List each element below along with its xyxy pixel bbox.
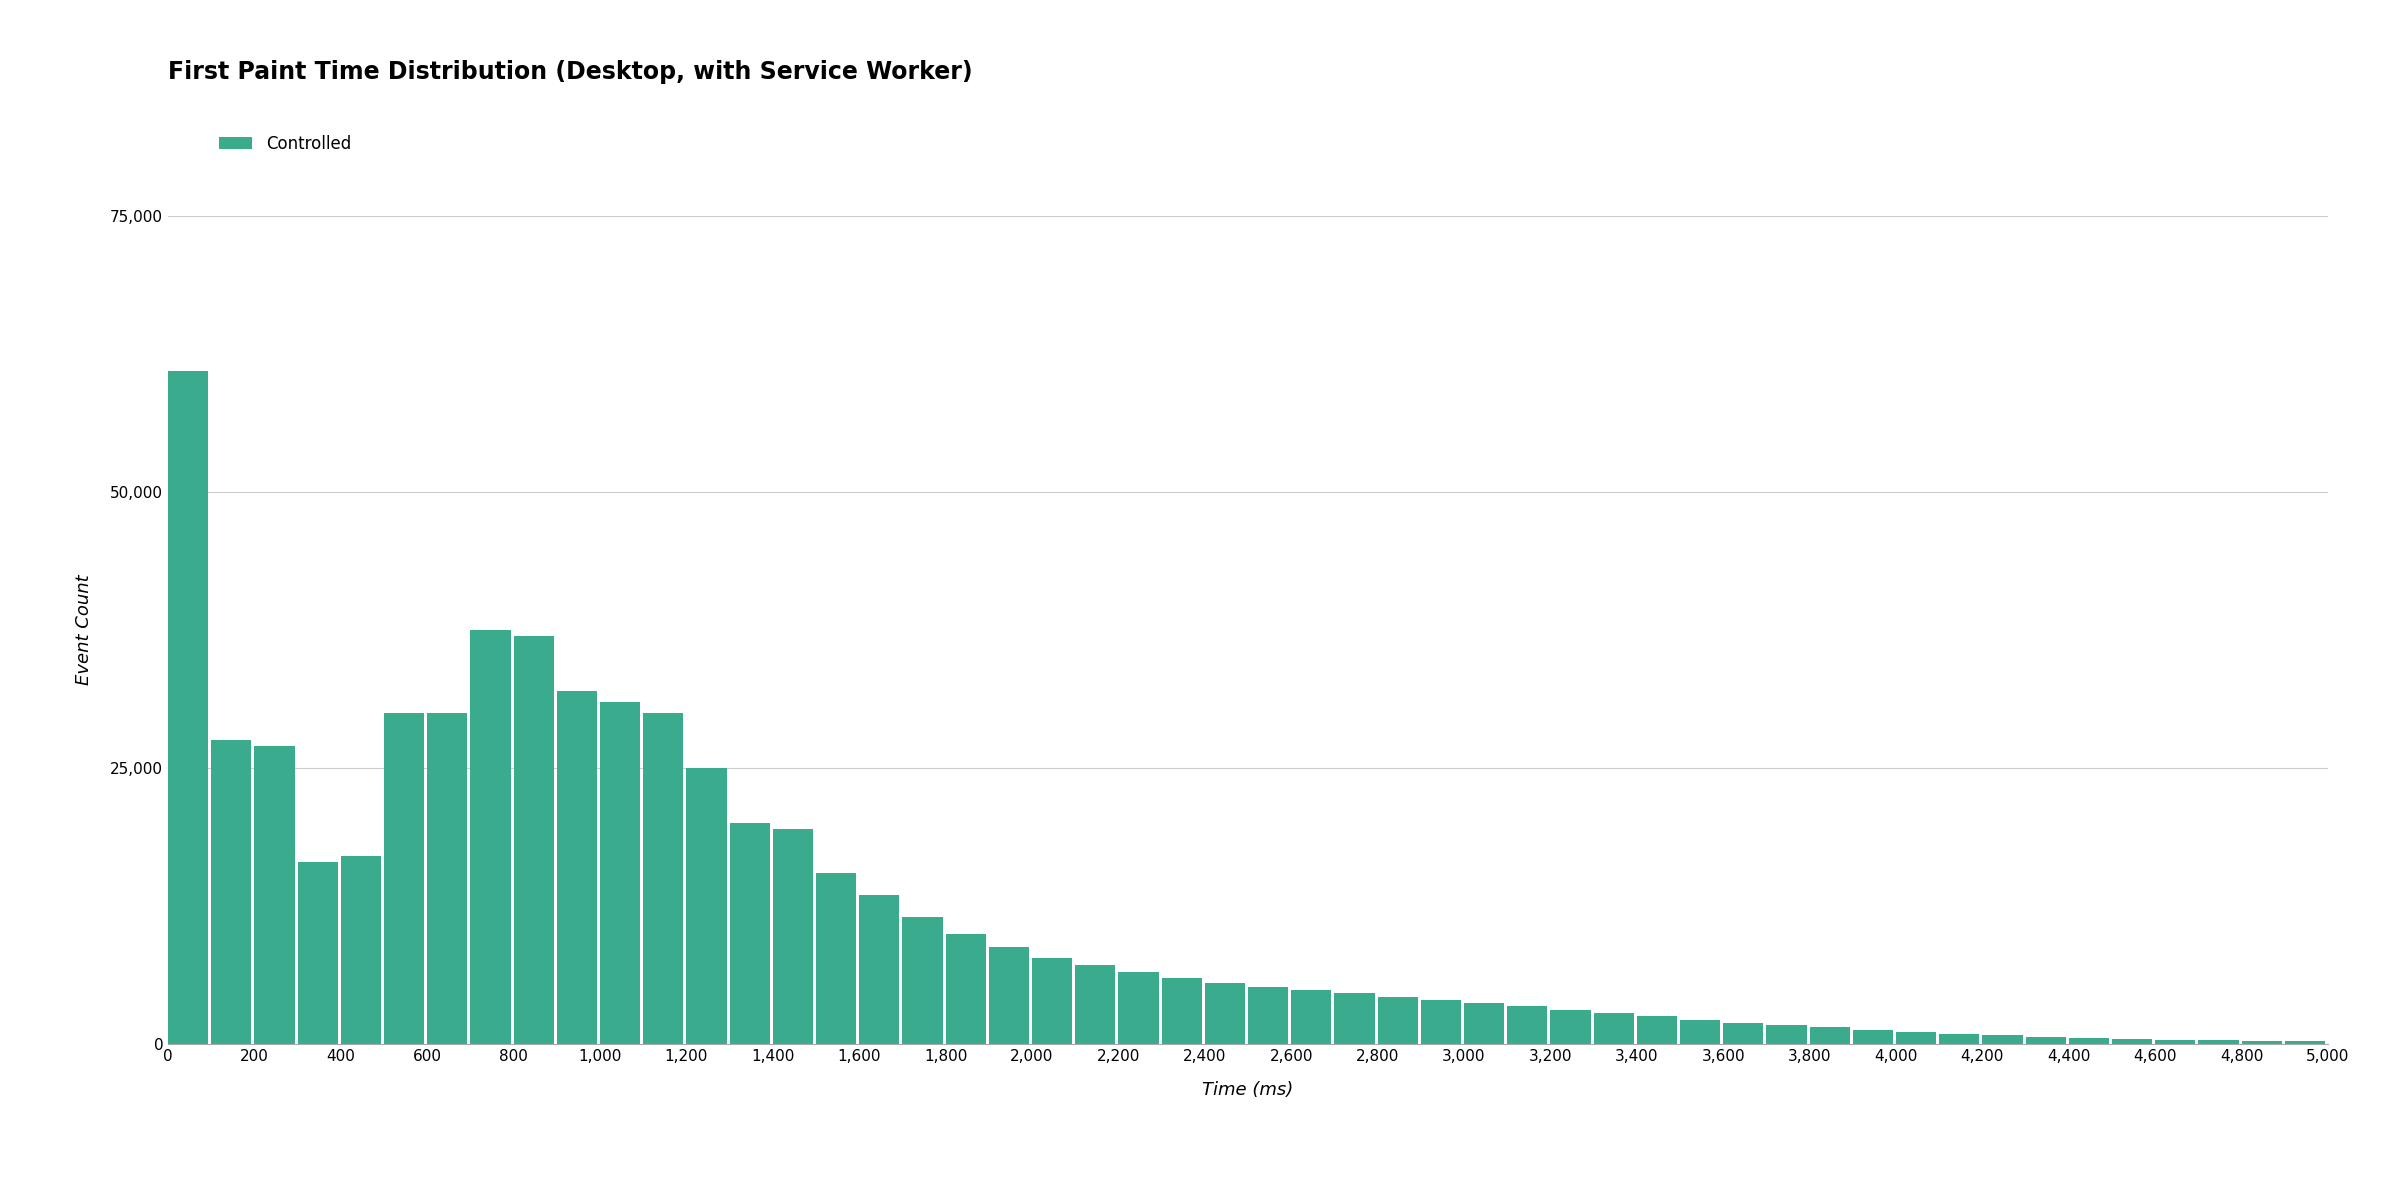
Bar xyxy=(1248,986,1289,1044)
Bar xyxy=(2026,1037,2066,1044)
Bar xyxy=(1853,1030,1894,1044)
Bar xyxy=(1982,1036,2023,1044)
Bar xyxy=(1162,978,1202,1044)
Bar xyxy=(643,713,684,1044)
Bar xyxy=(1075,965,1116,1044)
Bar xyxy=(2112,1039,2153,1044)
X-axis label: Time (ms): Time (ms) xyxy=(1202,1080,1294,1098)
Legend: Controlled: Controlled xyxy=(211,128,358,160)
Bar xyxy=(1378,996,1418,1044)
Bar xyxy=(946,934,986,1044)
Bar xyxy=(1507,1007,1548,1044)
Bar xyxy=(773,829,814,1044)
Bar xyxy=(2285,1042,2326,1044)
Bar xyxy=(427,713,468,1044)
Bar xyxy=(2155,1040,2196,1044)
Bar xyxy=(816,872,857,1044)
Bar xyxy=(600,702,641,1044)
Bar xyxy=(1291,990,1332,1044)
Bar xyxy=(2069,1038,2110,1044)
Bar xyxy=(730,823,770,1044)
Bar xyxy=(1118,972,1159,1044)
Bar xyxy=(859,895,900,1044)
Text: First Paint Time Distribution (Desktop, with Service Worker): First Paint Time Distribution (Desktop, … xyxy=(168,60,972,84)
Bar xyxy=(989,947,1030,1044)
Bar xyxy=(1205,983,1246,1044)
Bar xyxy=(1939,1033,1980,1044)
Bar xyxy=(1766,1025,1807,1044)
Bar xyxy=(1464,1003,1505,1044)
Bar xyxy=(298,862,338,1044)
Bar xyxy=(1637,1016,1678,1044)
Bar xyxy=(1723,1024,1764,1044)
Bar xyxy=(557,691,598,1044)
Bar xyxy=(470,630,511,1044)
Bar xyxy=(211,740,252,1044)
Bar xyxy=(2242,1042,2282,1044)
Bar xyxy=(1896,1032,1937,1044)
Bar xyxy=(1594,1013,1634,1044)
Bar xyxy=(1421,1000,1462,1044)
Bar xyxy=(254,746,295,1044)
Bar xyxy=(1680,1020,1721,1044)
Bar xyxy=(686,768,727,1044)
Bar xyxy=(384,713,425,1044)
Bar xyxy=(1334,994,1375,1044)
Bar xyxy=(168,371,209,1044)
Bar xyxy=(902,917,943,1044)
Bar xyxy=(1810,1027,1850,1044)
Y-axis label: Event Count: Event Count xyxy=(74,575,94,685)
Bar xyxy=(1550,1009,1591,1044)
Bar xyxy=(514,636,554,1044)
Bar xyxy=(1032,958,1073,1044)
Bar xyxy=(2198,1040,2239,1044)
Bar xyxy=(341,857,382,1044)
